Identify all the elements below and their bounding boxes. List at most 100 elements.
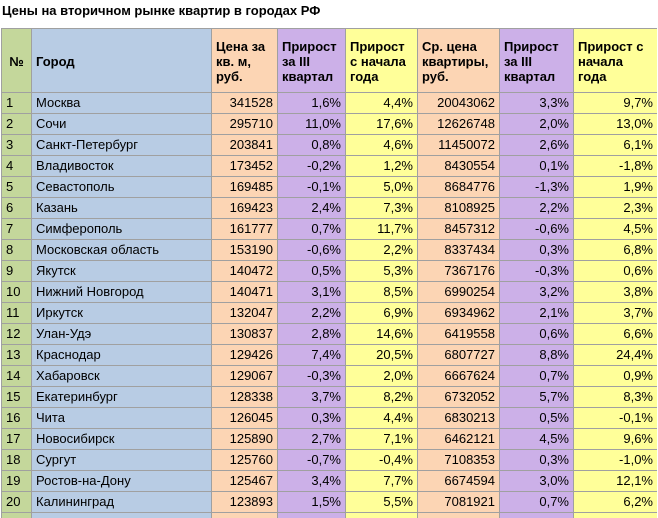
table-row: 16 Чита 126045 0,3% 4,4% 6830213 0,5% -0,1% (1, 407, 657, 429)
price-sqm-cell: 169423 (211, 197, 278, 219)
growth-q3-cell: -0,3% (277, 365, 346, 387)
row-number-cell: 1 (1, 92, 32, 114)
col-header-avg-price: Ср. цена квартиры, руб. (417, 28, 500, 93)
avg-growth-q3-cell: -1,3% (499, 176, 574, 198)
avg-price-cell: 8457312 (417, 218, 500, 240)
growth-ytd-cell: 5,5% (345, 491, 418, 513)
table-row: 14 Хабаровск 129067 -0,3% 2,0% 6667624 0,7% 0,9… (1, 365, 657, 387)
growth-ytd-cell: -0,4% (345, 449, 418, 471)
avg-price-cell: 6807727 (417, 344, 500, 366)
table-row: 9 Якутск 140472 0,5% 5,3% 7367176 -0,3% 0,6% (1, 260, 657, 282)
col-header-number: № (1, 28, 32, 93)
avg-growth-ytd-cell: 12,1% (573, 470, 657, 492)
growth-ytd-cell: 6,9% (345, 302, 418, 324)
city-name-cell: Красноярск (31, 512, 212, 518)
price-sqm-cell: 128338 (211, 386, 278, 408)
avg-growth-ytd-cell: 4,5% (573, 218, 657, 240)
growth-q3-cell: 1,5% (277, 491, 346, 513)
price-sqm-cell: 125467 (211, 470, 278, 492)
city-name-cell: Сургут (31, 449, 212, 471)
avg-price-cell: 6830213 (417, 407, 500, 429)
row-number-cell: 3 (1, 134, 32, 156)
avg-growth-ytd-cell: 6,6% (573, 323, 657, 345)
growth-q3-cell: 1,8% (277, 512, 346, 518)
avg-growth-q3-cell: 0,5% (499, 407, 574, 429)
city-name-cell: Иркутск (31, 302, 212, 324)
avg-growth-q3-cell: 5,7% (499, 386, 574, 408)
avg-growth-q3-cell: 2,2% (499, 197, 574, 219)
city-name-cell: Санкт-Петербург (31, 134, 212, 156)
row-number-cell: 14 (1, 365, 32, 387)
table-row: 2 Сочи 295710 11,0% 17,6% 12626748 2,0% 13,0% (1, 113, 657, 135)
city-name-cell: Краснодар (31, 344, 212, 366)
growth-ytd-cell: 11,7% (345, 218, 418, 240)
row-number-cell: 4 (1, 155, 32, 177)
price-sqm-cell: 125890 (211, 428, 278, 450)
price-sqm-cell: 129067 (211, 365, 278, 387)
growth-q3-cell: 3,4% (277, 470, 346, 492)
table-row: 4 Владивосток 173452 -0,2% 1,2% 8430554 0,1% -1… (1, 155, 657, 177)
row-number-cell: 19 (1, 470, 32, 492)
growth-q3-cell: 1,6% (277, 92, 346, 114)
avg-growth-q3-cell: 3,0% (499, 470, 574, 492)
col-header-avg-growth-q3: Прирост за III квартал (499, 28, 574, 93)
avg-price-cell: 12626748 (417, 113, 500, 135)
avg-growth-ytd-cell: 7,6% (573, 512, 657, 518)
growth-q3-cell: 7,4% (277, 344, 346, 366)
row-number-cell: 6 (1, 197, 32, 219)
city-name-cell: Якутск (31, 260, 212, 282)
growth-q3-cell: 3,7% (277, 386, 346, 408)
avg-growth-ytd-cell: 2,3% (573, 197, 657, 219)
avg-price-cell: 6667624 (417, 365, 500, 387)
growth-q3-cell: 0,8% (277, 134, 346, 156)
table-row: 19 Ростов-на-Дону 125467 3,4% 7,7% 6674594 3,0… (1, 470, 657, 492)
avg-price-cell: 6674594 (417, 470, 500, 492)
growth-ytd-cell: 8,2% (345, 386, 418, 408)
growth-q3-cell: 2,7% (277, 428, 346, 450)
avg-price-cell: 6990254 (417, 281, 500, 303)
avg-price-cell: 8430554 (417, 155, 500, 177)
city-name-cell: Казань (31, 197, 212, 219)
avg-price-cell: 6287928 (417, 512, 500, 518)
growth-ytd-cell: 4,4% (345, 92, 418, 114)
growth-ytd-cell: 20,5% (345, 344, 418, 366)
growth-ytd-cell: 7,7% (345, 470, 418, 492)
price-sqm-cell: 129426 (211, 344, 278, 366)
price-sqm-cell: 130837 (211, 323, 278, 345)
avg-growth-ytd-cell: -1,8% (573, 155, 657, 177)
growth-ytd-cell: 4,6% (345, 134, 418, 156)
avg-growth-q3-cell: 0,3% (499, 449, 574, 471)
row-number-cell: 11 (1, 302, 32, 324)
table-row: 7 Симферополь 161777 0,7% 11,7% 8457312 -0,6% 4… (1, 218, 657, 240)
avg-price-cell: 8684776 (417, 176, 500, 198)
table-body: 1 Москва 341528 1,6% 4,4% 20043062 3,3% 9,7% 2 Со… (1, 92, 657, 518)
table-container: № Город Цена за кв. м, руб. Прирост за I… (1, 28, 657, 518)
col-header-price-sqm: Цена за кв. м, руб. (211, 28, 278, 93)
table-row: 6 Казань 169423 2,4% 7,3% 8108925 2,2% 2,3% (1, 197, 657, 219)
header-row: № Город Цена за кв. м, руб. Прирост за I… (1, 28, 657, 93)
avg-price-cell: 8108925 (417, 197, 500, 219)
row-number-cell: 21 (1, 512, 32, 518)
avg-growth-ytd-cell: 8,3% (573, 386, 657, 408)
table-row: 1 Москва 341528 1,6% 4,4% 20043062 3,3% 9,7% (1, 92, 657, 114)
avg-growth-q3-cell: 2,6% (499, 134, 574, 156)
avg-growth-ytd-cell: 6,1% (573, 134, 657, 156)
city-name-cell: Сочи (31, 113, 212, 135)
growth-q3-cell: 0,3% (277, 407, 346, 429)
city-name-cell: Москва (31, 92, 212, 114)
table-row: 3 Санкт-Петербург 203841 0,8% 4,6% 11450072 2,… (1, 134, 657, 156)
table-row: 17 Новосибирск 125890 2,7% 7,1% 6462121 4,5% 9,… (1, 428, 657, 450)
city-name-cell: Хабаровск (31, 365, 212, 387)
col-header-city: Город (31, 28, 212, 93)
table-row: 15 Екатеринбург 128338 3,7% 8,2% 6732052 5,7% 8… (1, 386, 657, 408)
price-sqm-cell: 161777 (211, 218, 278, 240)
avg-growth-ytd-cell: 6,2% (573, 491, 657, 513)
growth-q3-cell: -0,7% (277, 449, 346, 471)
row-number-cell: 7 (1, 218, 32, 240)
price-sqm-cell: 132047 (211, 302, 278, 324)
row-number-cell: 5 (1, 176, 32, 198)
city-name-cell: Екатеринбург (31, 386, 212, 408)
avg-price-cell: 7081921 (417, 491, 500, 513)
city-name-cell: Калининград (31, 491, 212, 513)
growth-ytd-cell: 14,6% (345, 323, 418, 345)
